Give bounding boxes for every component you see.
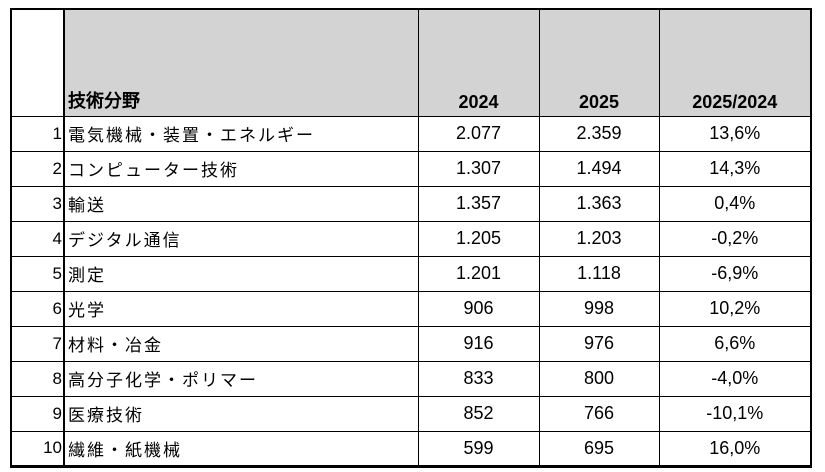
col-2025-header: 2025: [538, 8, 660, 117]
value-2025-cell: 1.203: [538, 220, 660, 257]
ratio-cell: 10,2%: [658, 290, 812, 327]
value-2025-cell: 800: [538, 360, 660, 397]
field-cell: 材料・冶金: [63, 325, 419, 362]
rank-cell: 7: [10, 325, 65, 362]
value-2025-cell: 2.359: [538, 115, 660, 152]
value-2025-cell: 1.363: [538, 185, 660, 222]
ratio-cell: 13,6%: [658, 115, 812, 152]
value-2025-cell: 1.118: [538, 255, 660, 292]
field-cell: コンピューター技術: [63, 150, 419, 187]
ratio-cell: 14,3%: [658, 150, 812, 187]
field-cell: 輸送: [63, 185, 419, 222]
rank-cell: 3: [10, 185, 65, 222]
rank-cell: 4: [10, 220, 65, 257]
technology-fields-table: 技術分野 2024 2025 2025/2024 1 電気機械・装置・エネルギー 2…: [10, 8, 812, 468]
table-row: 4 デジタル通信 1.205 1.203 -0,2%: [10, 220, 812, 257]
col-2024-header: 2024: [417, 8, 540, 117]
table-row: 9 医療技術 852 766 -10,1%: [10, 395, 812, 432]
table-row: 7 材料・冶金 916 976 6,6%: [10, 325, 812, 362]
table-row: 2 コンピューター技術 1.307 1.494 14,3%: [10, 150, 812, 187]
value-2025-cell: 766: [538, 395, 660, 432]
ratio-cell: -10,1%: [658, 395, 812, 432]
ratio-cell: 6,6%: [658, 325, 812, 362]
field-cell: デジタル通信: [63, 220, 419, 257]
field-cell: 電気機械・装置・エネルギー: [63, 115, 419, 152]
rank-cell: 5: [10, 255, 65, 292]
table-row: 10 繊維・紙機械 599 695 16,0%: [10, 430, 812, 467]
value-2024-cell: 833: [417, 360, 540, 397]
table-row: 3 輸送 1.357 1.363 0,4%: [10, 185, 812, 222]
ratio-cell: 16,0%: [658, 430, 812, 467]
table-row: 6 光学 906 998 10,2%: [10, 290, 812, 327]
field-column-header: 技術分野: [63, 8, 419, 117]
value-2024-cell: 916: [417, 325, 540, 362]
table-row: 5 測定 1.201 1.118 -6,9%: [10, 255, 812, 292]
value-2024-cell: 1.205: [417, 220, 540, 257]
value-2025-cell: 976: [538, 325, 660, 362]
technology-fields-table-container: 技術分野 2024 2025 2025/2024 1 電気機械・装置・エネルギー 2…: [10, 8, 812, 468]
ratio-cell: -0,2%: [658, 220, 812, 257]
value-2024-cell: 1.201: [417, 255, 540, 292]
rank-cell: 8: [10, 360, 65, 397]
table-body: 1 電気機械・装置・エネルギー 2.077 2.359 13,6% 2 コンピューター技術 1…: [10, 115, 812, 467]
value-2024-cell: 906: [417, 290, 540, 327]
field-cell: 繊維・紙機械: [63, 430, 419, 467]
field-cell: 光学: [63, 290, 419, 327]
table-row: 1 電気機械・装置・エネルギー 2.077 2.359 13,6%: [10, 115, 812, 152]
col-ratio-header: 2025/2024: [658, 8, 812, 117]
field-cell: 高分子化学・ポリマー: [63, 360, 419, 397]
value-2024-cell: 852: [417, 395, 540, 432]
rank-column-header: [10, 8, 65, 117]
ratio-cell: 0,4%: [658, 185, 812, 222]
rank-cell: 1: [10, 115, 65, 152]
value-2025-cell: 998: [538, 290, 660, 327]
rank-cell: 6: [10, 290, 65, 327]
field-cell: 医療技術: [63, 395, 419, 432]
ratio-cell: -6,9%: [658, 255, 812, 292]
field-cell: 測定: [63, 255, 419, 292]
value-2025-cell: 695: [538, 430, 660, 467]
value-2025-cell: 1.494: [538, 150, 660, 187]
ratio-cell: -4,0%: [658, 360, 812, 397]
header-row: 技術分野 2024 2025 2025/2024: [10, 8, 812, 117]
value-2024-cell: 1.357: [417, 185, 540, 222]
value-2024-cell: 1.307: [417, 150, 540, 187]
rank-cell: 10: [10, 430, 65, 467]
rank-cell: 2: [10, 150, 65, 187]
value-2024-cell: 599: [417, 430, 540, 467]
value-2024-cell: 2.077: [417, 115, 540, 152]
table-row: 8 高分子化学・ポリマー 833 800 -4,0%: [10, 360, 812, 397]
rank-cell: 9: [10, 395, 65, 432]
